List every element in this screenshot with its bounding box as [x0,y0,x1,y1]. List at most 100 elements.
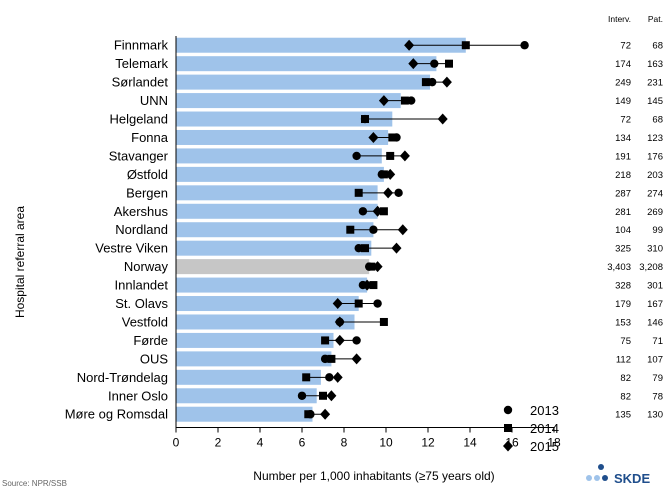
bar-13 [176,277,368,293]
x-tick-label: 18 [547,435,561,449]
pat-value: 145 [647,96,663,107]
marker-circle-9 [358,207,368,216]
header-pat: Pat. [648,14,663,24]
pat-value: 3,208 [639,262,663,273]
category-label: Nord-Trøndelag [77,370,168,385]
pat-value: 71 [652,336,663,347]
interv-value: 153 [615,317,631,328]
pat-value: 167 [647,299,663,310]
pat-value: 107 [647,354,663,365]
marker-diamond-2 [441,76,452,88]
marker-square-10 [346,225,355,234]
interv-value: 134 [615,133,631,144]
interv-value: 135 [615,410,631,421]
interv-value: 72 [620,41,631,52]
category-label: Stavanger [109,148,169,163]
interv-value: 174 [615,59,631,70]
bar-5 [176,129,389,145]
marker-square-14 [354,299,363,308]
category-label: Sørlandet [112,75,169,90]
marker-square-2 [421,78,430,87]
category-label: Østfold [127,167,168,182]
bar-20 [176,406,313,422]
marker-square-5 [388,133,397,142]
marker-square-20 [304,410,313,419]
marker-circle-0 [520,41,529,50]
marker-square-8 [354,188,363,197]
pat-value: 68 [652,41,663,52]
category-label: Møre og Romsdal [65,407,168,422]
bar-12 [176,259,370,275]
pat-value: 99 [652,225,663,236]
y-axis-title: Hospital referral area [13,206,27,318]
marker-diamond-16 [334,334,345,346]
x-tick-label: 10 [379,435,393,449]
count-table: 72 68 174 163 249 231 149 145 72 68 134 123 191 176 21… [607,14,663,421]
pat-value: 203 [647,170,663,181]
pat-value: 269 [647,207,663,218]
marker-diamond-20 [320,408,331,420]
bar-1 [176,56,437,72]
source-note: Source: NPR/SSB [2,479,67,487]
marker-square-12 [367,262,376,271]
marker-diamond-4 [437,113,448,125]
pat-value: 130 [647,410,663,421]
category-label: Akershus [114,204,169,219]
marker-square-3 [400,96,409,105]
logo-dot-1 [586,475,592,481]
logo-dot-2 [594,475,600,481]
interv-value: 82 [620,373,631,384]
category-label: Telemark [115,56,168,71]
markers-layer [297,39,529,420]
marker-circle-16 [352,336,361,345]
bar-2 [176,74,431,90]
bar-11 [176,240,372,256]
bar-9 [176,203,378,219]
bar-7 [176,166,384,182]
category-label: OUS [140,351,169,366]
marker-diamond-3 [378,95,389,107]
marker-circle-14 [373,299,382,308]
bar-6 [176,148,382,164]
legend-label: 2013 [530,403,559,418]
category-label: UNN [140,93,168,108]
bar-8 [176,185,378,201]
legend-marker-square [504,424,512,432]
logo-dot-top [598,464,604,470]
marker-circle-2 [428,77,437,87]
pat-value: 163 [647,59,663,70]
marker-diamond-14 [332,298,343,310]
interv-value: 72 [620,115,631,126]
x-tick-label: 8 [341,435,348,449]
legend-marker-diamond [503,440,513,452]
category-label: Innlandet [115,278,169,293]
interv-value: 179 [615,299,631,310]
marker-circle-3 [407,96,416,105]
pat-value: 231 [647,78,663,89]
bar-14 [176,296,359,312]
marker-circle-18 [325,373,334,382]
marker-square-18 [302,373,311,382]
bars-layer [176,37,466,422]
legend-label: 2015 [530,439,559,454]
category-label: Førde [133,333,168,348]
marker-square-9 [379,207,388,216]
marker-diamond-17 [351,353,362,365]
marker-diamond-15 [334,316,345,328]
category-label: Inner Oslo [108,388,168,403]
marker-square-16 [321,336,330,345]
bar-4 [176,111,393,127]
marker-circle-17 [320,354,330,364]
header-interv: Interv. [608,14,631,24]
interv-value: 249 [615,78,631,89]
bar-18 [176,369,321,385]
bar-10 [176,222,374,238]
pat-value: 123 [647,133,663,144]
pat-value: 78 [652,391,663,402]
interv-value: 191 [615,151,631,162]
bar-0 [176,37,466,53]
marker-diamond-9 [372,205,383,217]
skde-logo: SKDE [586,464,650,486]
interv-value: 325 [615,244,631,255]
interv-value: 3,403 [607,262,631,273]
